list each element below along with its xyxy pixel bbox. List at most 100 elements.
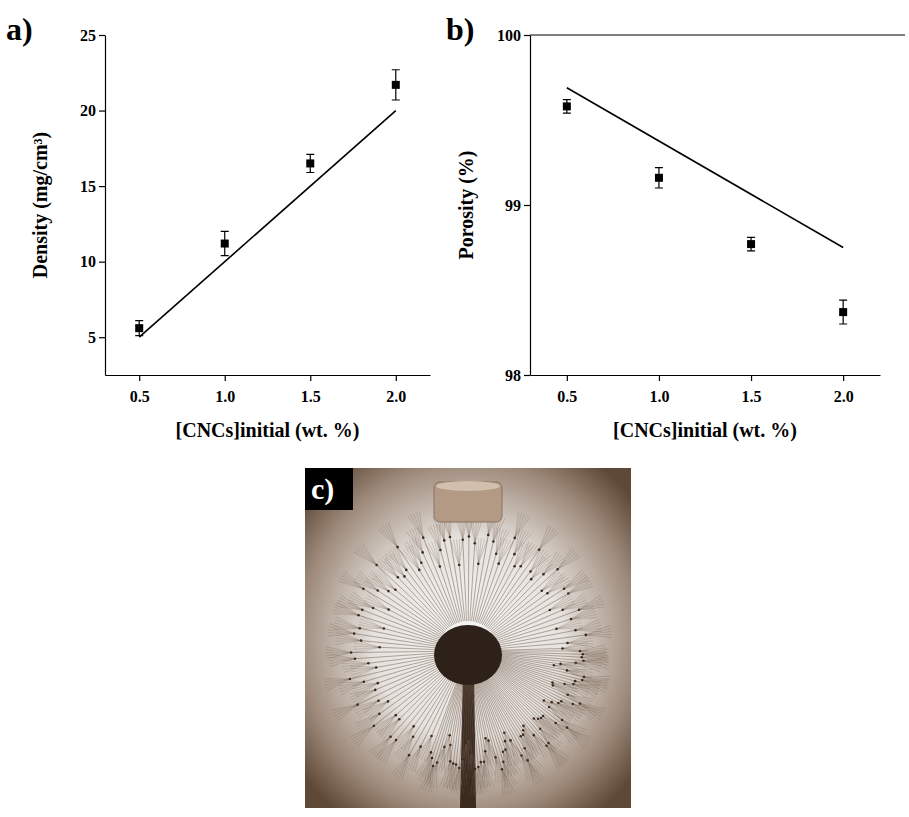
seed-tip bbox=[540, 717, 543, 720]
seed-tip bbox=[357, 614, 360, 617]
seed-tip bbox=[522, 733, 525, 736]
pappus bbox=[579, 607, 605, 610]
pappus bbox=[333, 705, 358, 713]
seed-stalk bbox=[450, 680, 462, 745]
pappus bbox=[576, 663, 601, 669]
pappus bbox=[376, 737, 391, 758]
seed-stalk bbox=[479, 538, 514, 623]
seed-stalk bbox=[463, 540, 467, 621]
seed-stalk bbox=[444, 540, 461, 621]
y-tick-label: 98 bbox=[505, 367, 521, 384]
seed-stalk bbox=[380, 647, 438, 649]
y-tick: 10 bbox=[80, 253, 105, 270]
figure: 0.51.01.52.0510152025[CNCs]initial (wt. … bbox=[0, 0, 909, 817]
pappus bbox=[329, 659, 355, 664]
seed-stalk bbox=[485, 676, 523, 731]
seed-tip bbox=[418, 569, 421, 572]
pappus bbox=[424, 758, 432, 783]
pappus bbox=[334, 705, 357, 716]
pappus bbox=[528, 760, 535, 785]
pappus bbox=[531, 560, 548, 580]
seed-stalk bbox=[494, 594, 568, 637]
seed-stalk bbox=[391, 673, 448, 736]
pappus bbox=[353, 701, 378, 708]
pappus bbox=[335, 641, 361, 645]
panel-letter: a) bbox=[6, 11, 33, 47]
pappus bbox=[363, 543, 377, 565]
pappus bbox=[457, 539, 460, 565]
seed-tip bbox=[513, 553, 516, 556]
seed-tip bbox=[561, 719, 564, 722]
seed-tip bbox=[408, 754, 411, 757]
seed-tip bbox=[387, 590, 390, 593]
pappus bbox=[376, 563, 398, 577]
pappus bbox=[573, 684, 595, 697]
x-tick-mark bbox=[310, 375, 311, 381]
pappus bbox=[383, 526, 398, 548]
pappus bbox=[412, 538, 421, 562]
seed-stalk bbox=[350, 658, 439, 679]
seed-tip bbox=[436, 761, 439, 764]
seed-stalk bbox=[478, 679, 503, 751]
pappus bbox=[511, 740, 522, 763]
pappus bbox=[354, 701, 378, 711]
pappus bbox=[568, 578, 589, 594]
pappus bbox=[580, 704, 600, 720]
pappus bbox=[556, 623, 581, 629]
pappus bbox=[548, 743, 569, 758]
pappus bbox=[475, 538, 478, 564]
seed-tip bbox=[430, 751, 433, 754]
y-tick: 15 bbox=[80, 178, 105, 195]
pappus bbox=[534, 718, 552, 737]
pappus bbox=[369, 592, 389, 609]
seed-tip bbox=[431, 757, 434, 760]
pappus bbox=[428, 527, 441, 550]
seed-tip bbox=[484, 737, 487, 740]
pappus bbox=[340, 682, 364, 692]
pappus bbox=[481, 762, 484, 788]
seed-tip bbox=[563, 587, 566, 590]
pappus bbox=[573, 704, 593, 721]
seed-tip bbox=[397, 576, 400, 579]
seed-tip bbox=[376, 682, 379, 685]
pappus bbox=[534, 735, 547, 757]
seed-tip bbox=[549, 609, 552, 612]
frame-top bbox=[530, 35, 905, 36]
seed-stalk bbox=[362, 610, 440, 640]
seed-stalk bbox=[437, 680, 460, 763]
error-bar bbox=[306, 154, 314, 172]
y-tick-label: 99 bbox=[505, 197, 521, 214]
seed-tip bbox=[395, 714, 398, 717]
pappus bbox=[468, 738, 471, 764]
seed-tip bbox=[557, 702, 560, 705]
pappus bbox=[325, 650, 351, 653]
seed-stalk bbox=[373, 608, 441, 639]
pappus bbox=[567, 635, 592, 643]
seed-stalk bbox=[432, 679, 458, 758]
seed-stalk bbox=[490, 671, 541, 718]
pappus bbox=[370, 573, 389, 591]
pappus bbox=[575, 625, 601, 630]
y-tick-mark bbox=[524, 205, 530, 206]
pappus bbox=[503, 752, 517, 774]
y-tick: 5 bbox=[88, 329, 105, 346]
seed-tip bbox=[556, 568, 559, 571]
pappus bbox=[499, 538, 505, 563]
y-tick: 98 bbox=[505, 367, 530, 384]
seed-stalk bbox=[494, 666, 558, 703]
seed-tip bbox=[581, 653, 584, 656]
seed-stalk bbox=[389, 610, 442, 638]
pappus bbox=[389, 523, 398, 547]
pappus bbox=[391, 755, 409, 774]
seed-stalk bbox=[492, 669, 562, 720]
seed-stalk bbox=[379, 668, 443, 713]
seed-tip bbox=[501, 768, 504, 771]
pappus bbox=[328, 630, 354, 634]
seed-stalk bbox=[488, 674, 549, 743]
seed-stalk bbox=[476, 554, 496, 622]
pappus bbox=[548, 743, 560, 766]
pappus bbox=[586, 635, 612, 638]
pappus bbox=[556, 617, 579, 629]
pappus bbox=[357, 714, 380, 726]
pappus bbox=[419, 736, 432, 758]
